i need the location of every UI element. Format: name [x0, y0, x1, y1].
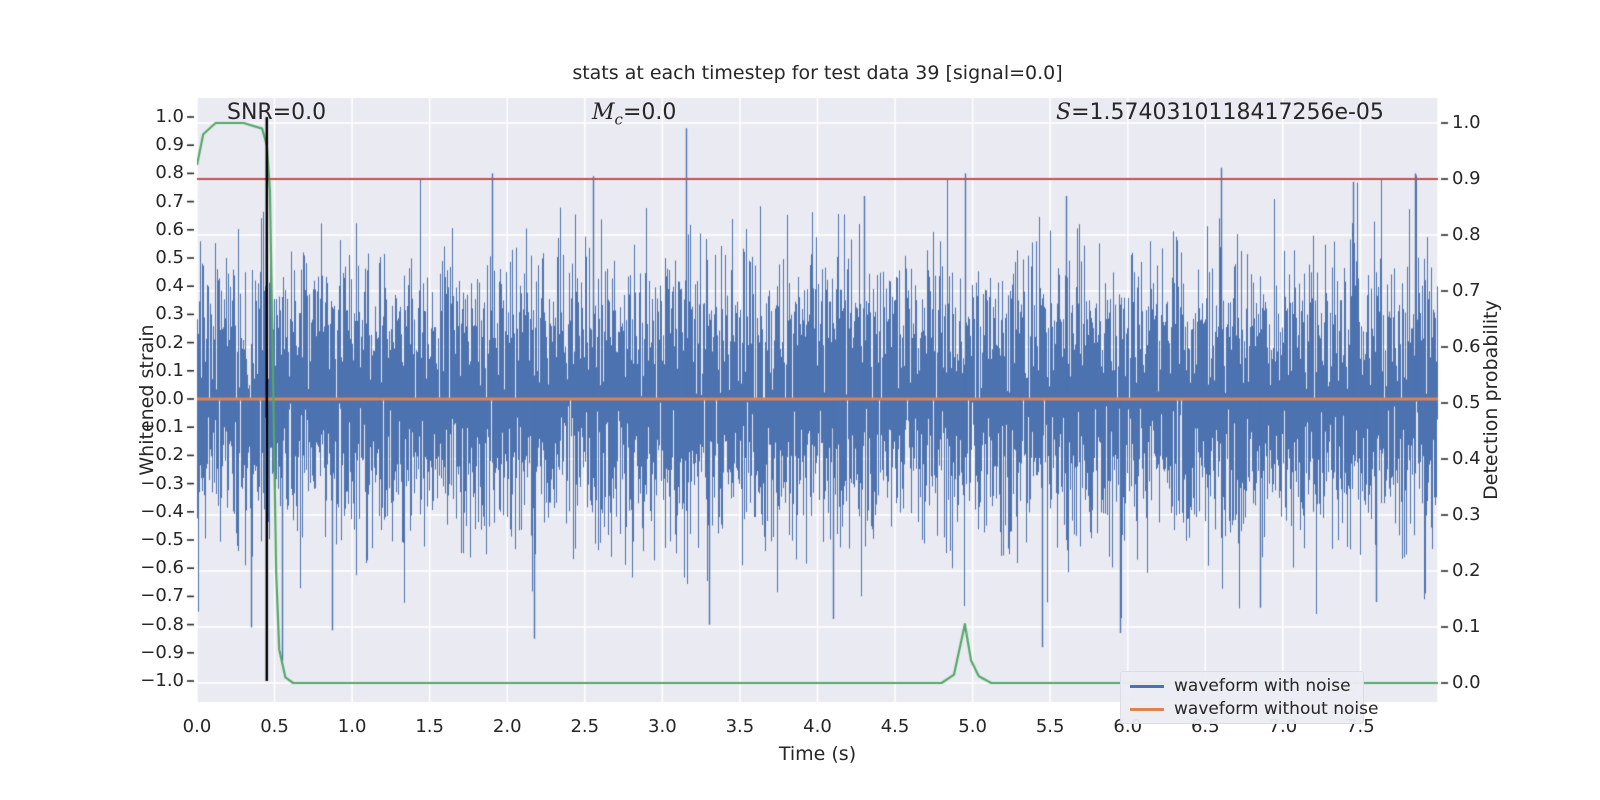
- right-tick-label: 0.9: [1452, 168, 1481, 189]
- legend-item-without-noise: waveform without noise: [1121, 699, 1378, 719]
- left-tick-label: 0.9: [155, 134, 184, 156]
- left-tick-label: −0.6: [140, 557, 184, 579]
- right-tick-label: 0.1: [1452, 616, 1481, 637]
- right-tick-label: 0.3: [1452, 504, 1481, 525]
- left-tick-label: −0.3: [140, 472, 184, 494]
- x-tick-label: 2.5: [570, 716, 600, 737]
- chirp-mass-value: =0.0: [622, 100, 677, 125]
- chirp-mass-subscript: c: [614, 110, 623, 129]
- right-tick-label: 0.5: [1452, 392, 1481, 413]
- left-tick-label: 0.3: [155, 303, 184, 325]
- left-tick-label: −0.5: [140, 529, 184, 550]
- x-tick-label: 4.5: [880, 716, 910, 737]
- statistic-symbol: S: [1056, 100, 1072, 125]
- legend: waveform with noise waveform without noi…: [1120, 671, 1378, 724]
- left-tick-label: 0.1: [155, 359, 184, 381]
- left-tick-label: 0.4: [155, 275, 184, 297]
- x-tick-label: 3.0: [648, 716, 677, 737]
- statistic-annotation: S=1.5740310118417256e-05: [1056, 100, 1384, 126]
- x-tick-label: 3.5: [725, 716, 755, 737]
- left-tick-label: −0.2: [140, 444, 184, 466]
- legend-item-with-noise: waveform with noise: [1121, 676, 1363, 696]
- left-tick-label: −1.0: [140, 670, 184, 691]
- chirp-mass-symbol: M: [592, 100, 615, 125]
- right-tick-label: 0.6: [1452, 336, 1481, 357]
- left-tick-label: −0.4: [140, 500, 184, 522]
- right-tick-label: 0.4: [1452, 448, 1481, 469]
- right-tick-label: 1.0: [1452, 112, 1481, 133]
- left-tick-label: −0.7: [140, 585, 184, 607]
- left-tick-label: 1.0: [155, 106, 184, 127]
- right-tick-label: 0.2: [1452, 560, 1481, 581]
- right-tick-label: 0.8: [1452, 224, 1481, 245]
- left-tick-label: −0.1: [140, 416, 184, 438]
- left-tick-label: 0.7: [155, 190, 184, 212]
- left-tick-label: 0.5: [155, 247, 184, 268]
- x-axis-label: Time (s): [778, 743, 857, 765]
- legend-label: waveform without noise: [1174, 699, 1379, 719]
- orange-line-icon: [1130, 707, 1164, 711]
- left-tick-label: 0.8: [155, 162, 184, 184]
- snr-annotation: SNR=0.0: [227, 100, 327, 125]
- left-tick-label: −0.9: [140, 641, 184, 663]
- x-tick-label: 4.0: [803, 716, 832, 737]
- left-tick-label: 0.6: [155, 218, 184, 240]
- right-tick-label: 0.0: [1452, 672, 1481, 693]
- left-tick-label: 0.2: [155, 331, 184, 353]
- blue-line-icon: [1130, 684, 1164, 688]
- legend-label: waveform with noise: [1174, 676, 1351, 696]
- x-tick-label: 0.0: [182, 716, 212, 737]
- x-tick-label: 2.0: [492, 716, 522, 737]
- x-tick-label: 1.5: [415, 716, 444, 737]
- statistic-value: =1.5740310118417256e-05: [1071, 100, 1384, 125]
- chirp-mass-annotation: Mc=0.0: [592, 100, 676, 132]
- right-tick-label: 0.7: [1452, 280, 1481, 301]
- right-axis-label: Detection probability: [1480, 300, 1502, 500]
- x-tick-label: 5.0: [958, 716, 987, 737]
- left-tick-label: −0.8: [140, 613, 184, 635]
- chart-title: stats at each timestep for test data 39 …: [572, 62, 1063, 84]
- x-tick-label: 1.0: [337, 716, 367, 737]
- left-tick-label: 0.0: [155, 388, 184, 409]
- x-tick-label: 0.5: [260, 716, 289, 737]
- x-tick-label: 5.5: [1035, 716, 1065, 737]
